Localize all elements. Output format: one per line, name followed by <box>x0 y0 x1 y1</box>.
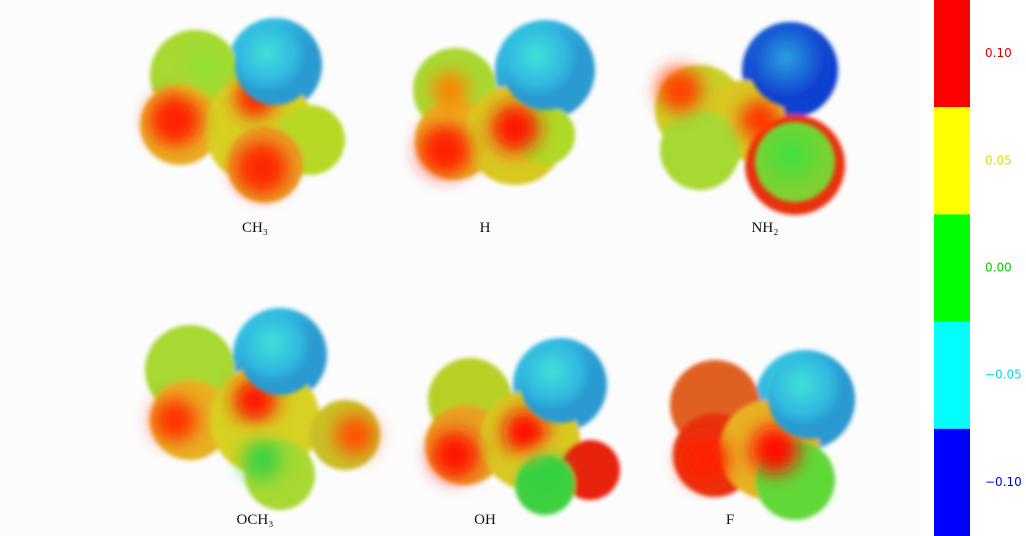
colorbar-tick-label: 0.00 <box>985 261 1012 275</box>
panel-label: OH <box>474 512 496 528</box>
panel-label: H <box>480 220 491 236</box>
colorbar-tick-label: 0.05 <box>985 153 1012 167</box>
colorbar-tick-label: −0.05 <box>985 368 1022 382</box>
colorbar-band <box>934 429 970 536</box>
colorbar-band <box>934 322 970 429</box>
figure: CH₃ H NH₂ OCH₃ OH F 0.10 0.05 0.00 −0.05 −0.… <box>0 0 1026 536</box>
colorbar-tick-label: 0.10 <box>985 46 1012 60</box>
colorbar-band <box>934 214 970 321</box>
colorbar-band <box>934 0 970 107</box>
panel-label: CH₃ <box>242 220 268 236</box>
panel-label: OCH₃ <box>237 512 274 528</box>
panel-label: F <box>726 512 734 528</box>
colorbar: 0.10 0.05 0.00 −0.05 −0.10 <box>934 0 1022 536</box>
colorbar-band <box>934 107 970 214</box>
colorbar-tick-label: −0.10 <box>985 475 1022 489</box>
panel-label: NH₂ <box>752 220 779 236</box>
